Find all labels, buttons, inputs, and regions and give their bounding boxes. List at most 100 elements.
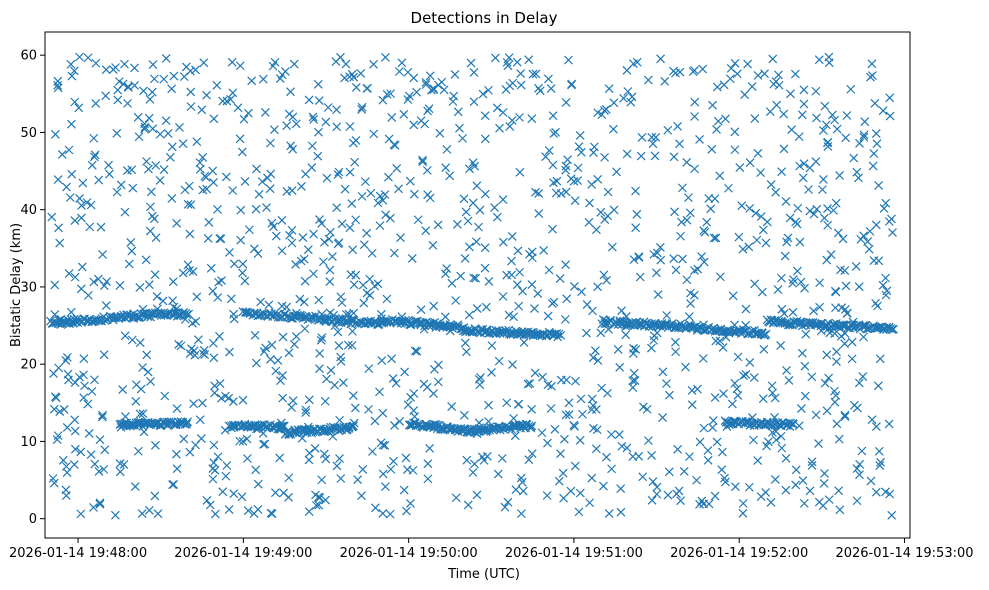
detection-point bbox=[504, 310, 514, 320]
detection-point bbox=[698, 354, 708, 363]
detection-point bbox=[99, 281, 109, 291]
detection-point bbox=[575, 435, 585, 445]
detection-point bbox=[798, 173, 808, 183]
detection-point bbox=[732, 384, 742, 394]
detection-point bbox=[807, 457, 817, 467]
detection-point bbox=[55, 407, 65, 417]
detection-point bbox=[358, 280, 368, 290]
detection-point bbox=[203, 233, 213, 243]
detection-point bbox=[671, 347, 681, 357]
detection-point bbox=[728, 417, 738, 426]
detection-point bbox=[756, 492, 766, 501]
detection-point bbox=[249, 244, 259, 254]
detection-point bbox=[311, 500, 321, 510]
detection-point bbox=[270, 488, 280, 498]
detection-point bbox=[409, 120, 419, 130]
detection-point bbox=[862, 324, 872, 334]
detection-point bbox=[527, 421, 537, 431]
detection-point bbox=[527, 404, 537, 414]
detection-point bbox=[820, 101, 830, 111]
detection-point bbox=[723, 325, 733, 335]
detection-point bbox=[340, 184, 350, 194]
detection-point bbox=[889, 324, 898, 334]
detection-point bbox=[779, 144, 789, 154]
detection-point bbox=[345, 223, 355, 233]
detection-point bbox=[182, 419, 192, 429]
detection-point bbox=[888, 228, 897, 237]
detection-point bbox=[200, 171, 210, 181]
detection-point bbox=[739, 371, 748, 381]
detection-point bbox=[378, 95, 388, 105]
detection-point bbox=[180, 185, 190, 195]
detection-point bbox=[822, 255, 832, 265]
detection-point bbox=[461, 207, 471, 217]
detection-point bbox=[887, 325, 897, 334]
detection-point bbox=[885, 489, 895, 499]
detection-point bbox=[276, 421, 285, 431]
detection-point bbox=[871, 487, 881, 497]
detection-point bbox=[243, 506, 253, 516]
detection-point bbox=[94, 466, 104, 476]
detection-point bbox=[338, 378, 348, 388]
detection-point bbox=[146, 187, 156, 197]
detection-point bbox=[576, 394, 586, 404]
detection-point bbox=[122, 166, 132, 176]
detection-point bbox=[795, 317, 805, 327]
detection-point bbox=[570, 281, 579, 291]
detection-point bbox=[458, 133, 468, 143]
detection-point bbox=[221, 471, 231, 481]
detection-point bbox=[463, 500, 473, 510]
detection-point bbox=[238, 268, 247, 278]
x-tick-label: 2026-01-14 19:53:00 bbox=[835, 546, 973, 561]
detection-point bbox=[418, 157, 428, 167]
detection-point bbox=[607, 242, 617, 252]
detection-point bbox=[349, 280, 359, 290]
detection-point bbox=[192, 137, 202, 147]
detection-point bbox=[320, 396, 330, 406]
detection-point bbox=[470, 459, 479, 469]
detection-point bbox=[622, 149, 632, 159]
detection-point bbox=[531, 187, 540, 197]
detection-point bbox=[777, 167, 787, 177]
detection-point bbox=[541, 152, 551, 162]
detection-point bbox=[502, 398, 512, 408]
detection-point bbox=[737, 201, 747, 211]
detection-point bbox=[636, 151, 646, 161]
detection-point bbox=[185, 349, 195, 359]
detection-point bbox=[165, 152, 175, 162]
detection-point bbox=[471, 237, 481, 247]
detection-point bbox=[378, 440, 388, 450]
detection-point bbox=[65, 193, 75, 202]
detection-point bbox=[362, 84, 372, 93]
detection-point bbox=[695, 499, 704, 509]
detection-point bbox=[130, 482, 140, 491]
detection-point bbox=[401, 453, 411, 463]
detection-point bbox=[194, 335, 203, 345]
detection-point bbox=[699, 257, 709, 267]
detection-point bbox=[83, 53, 93, 63]
detection-point bbox=[75, 52, 84, 62]
detection-point bbox=[556, 189, 566, 199]
detection-point bbox=[676, 496, 686, 506]
detection-point bbox=[823, 220, 833, 230]
detection-point bbox=[744, 242, 754, 252]
detection-point bbox=[854, 173, 863, 183]
detection-point bbox=[278, 371, 288, 380]
detection-point bbox=[217, 276, 226, 285]
detection-point bbox=[800, 361, 810, 371]
detection-point bbox=[820, 378, 830, 388]
detection-point bbox=[116, 180, 126, 190]
detection-point bbox=[218, 96, 228, 106]
detection-point bbox=[267, 340, 277, 350]
detection-point bbox=[429, 85, 439, 95]
detection-point bbox=[689, 290, 699, 300]
detection-point bbox=[468, 468, 478, 477]
detection-point bbox=[112, 128, 122, 138]
detection-point bbox=[229, 259, 239, 269]
detection-point bbox=[59, 405, 69, 414]
detection-point bbox=[131, 396, 141, 406]
detection-point bbox=[587, 473, 597, 483]
detection-point bbox=[830, 286, 840, 296]
detection-point bbox=[79, 354, 89, 364]
detection-point bbox=[424, 321, 434, 331]
